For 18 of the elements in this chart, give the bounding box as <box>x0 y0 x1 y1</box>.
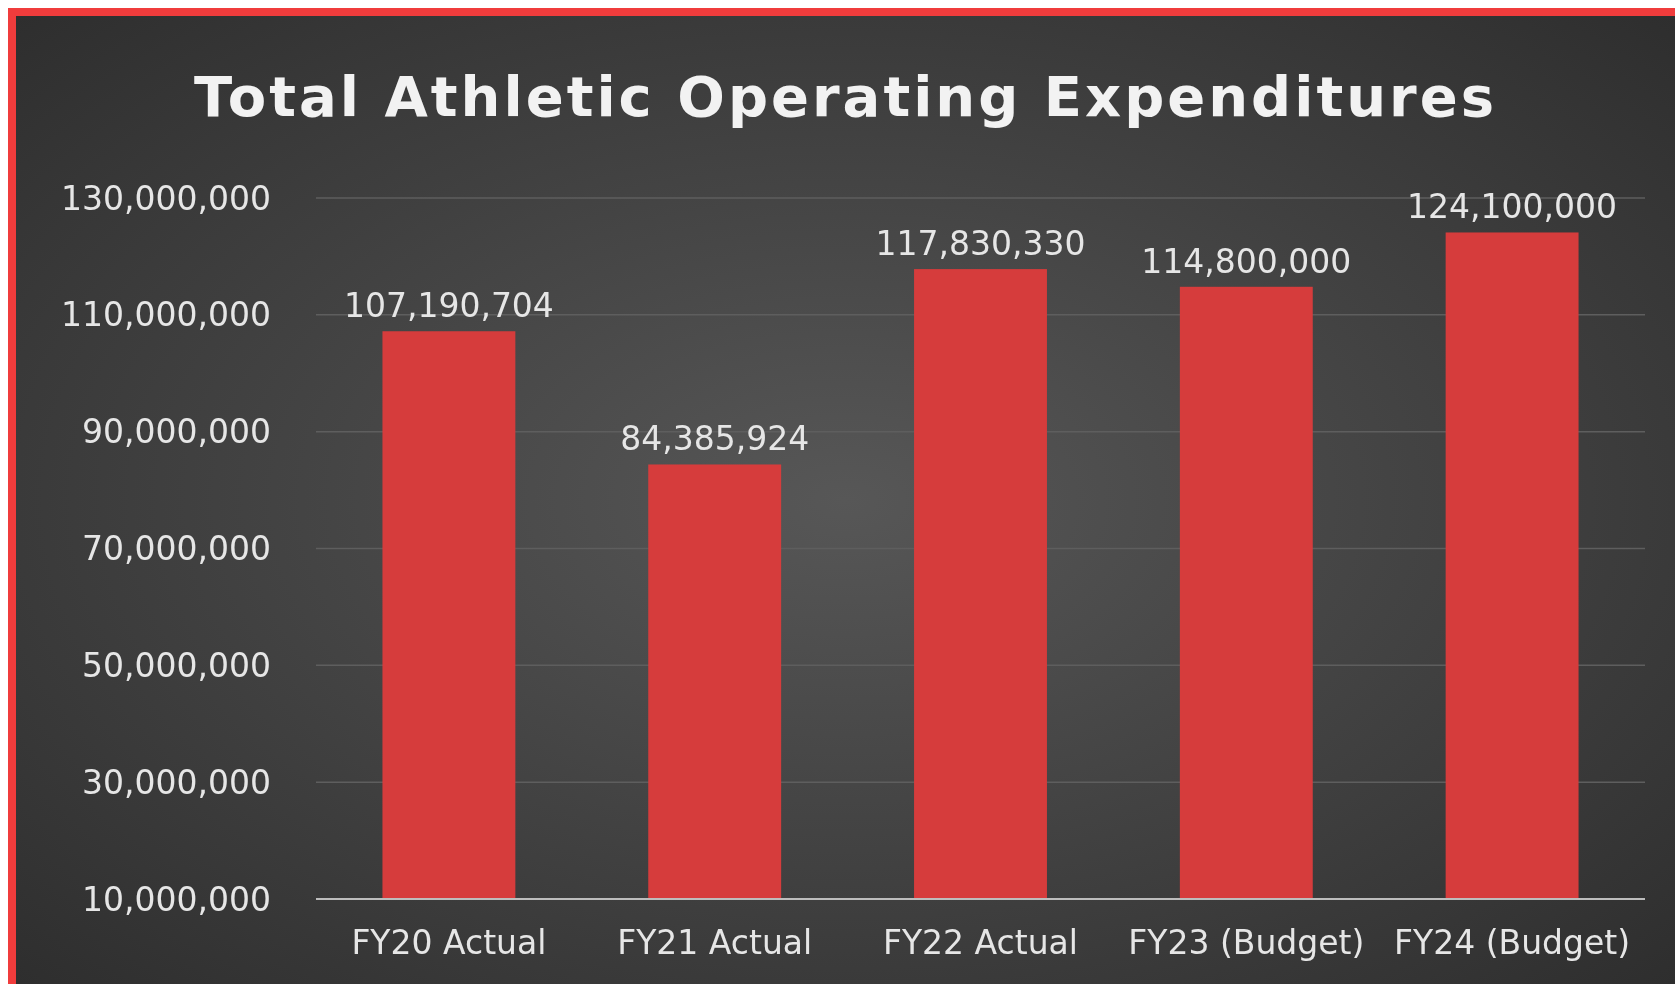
y-tick-label: 70,000,000 <box>82 529 271 569</box>
x-tick-label: FY23 (Budget) <box>1128 923 1365 962</box>
data-label: 117,830,330 <box>875 224 1086 264</box>
y-tick-label: 130,000,000 <box>61 178 271 218</box>
x-tick-label: FY24 (Budget) <box>1394 923 1631 962</box>
y-tick-label: 50,000,000 <box>82 645 271 685</box>
y-tick-label: 110,000,000 <box>61 295 271 335</box>
x-tick-label: FY22 Actual <box>882 923 1079 962</box>
y-tick-label: 30,000,000 <box>82 762 271 802</box>
y-tick-label: 90,000,000 <box>82 412 271 452</box>
y-tick-label: 10,000,000 <box>82 879 271 919</box>
data-label: 107,190,704 <box>343 286 554 326</box>
data-label: 124,100,000 <box>1407 187 1618 227</box>
data-label: 114,800,000 <box>1141 241 1352 281</box>
chart-title: Total Athletic Operating Expenditures <box>194 64 1497 129</box>
data-label: 84,385,924 <box>620 419 810 459</box>
x-tick-label: FY21 Actual <box>617 923 813 962</box>
x-tick-label: FY20 Actual <box>351 923 547 962</box>
